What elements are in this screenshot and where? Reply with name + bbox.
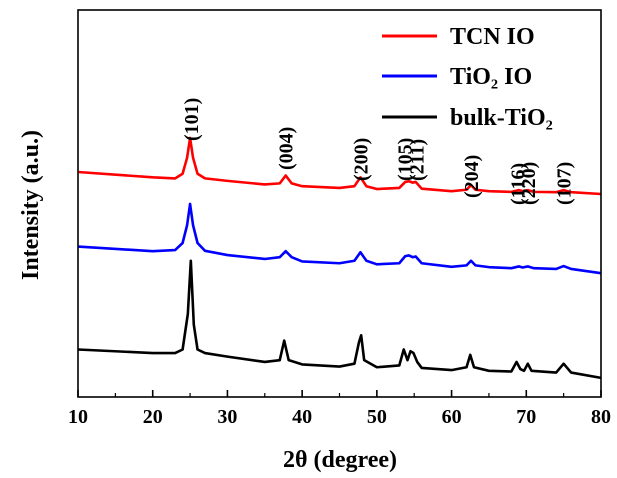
series-line-3 [77,259,602,380]
peak-label: (211) [407,139,429,181]
x-tick-label: 60 [442,406,462,428]
series-layer [77,136,602,380]
peak-label: (105) [395,138,417,181]
x-tick-label: 20 [143,406,163,428]
peak-label: (107) [554,162,576,205]
x-tick-label: 40 [292,406,312,428]
x-tick-label: 70 [516,406,536,428]
x-tick-label: 30 [217,406,237,428]
y-axis-title: Intensity (a.u.) [18,130,44,280]
legend-label: bulk-TiO₂ [450,105,553,131]
series-line-1 [77,136,602,196]
peak-label: (101) [181,98,203,141]
series-line-2 [77,202,602,275]
peak-label: (004) [276,127,298,170]
peak-label: (116) [507,163,529,205]
x-tick-label: 50 [367,406,387,428]
legend-label: TCN IO [450,24,535,50]
peak-label: (220) [518,162,540,205]
x-axis-title: 2θ (degree) [283,447,397,473]
legend-label: TiO₂ IO [450,64,532,90]
x-tick-label: 80 [591,406,611,428]
peak-label: (204) [461,155,483,198]
peak-label: (200) [350,138,372,181]
axes: 10 20 30 40 50 60 70 80 [68,9,611,428]
legend: TCN IO TiO₂ IO bulk-TiO₂ [382,24,553,131]
x-tick-label: 10 [68,406,88,428]
x-ticks: 10 20 30 40 50 60 70 80 [68,390,611,428]
peak-annotations: (101) (004) (200) (105)(211) (204) (116)(220)… [181,98,576,205]
